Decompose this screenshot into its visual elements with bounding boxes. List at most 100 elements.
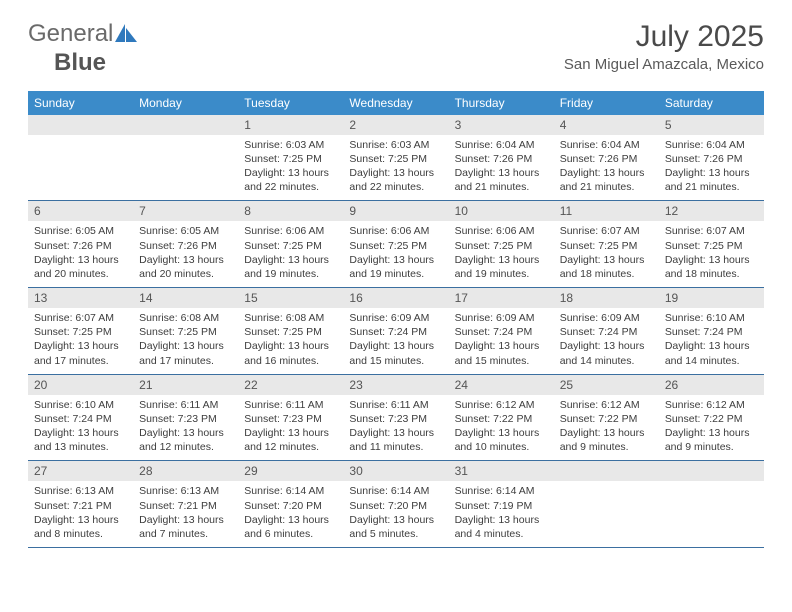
day-number-empty <box>133 115 238 135</box>
daylight-line: Daylight: 13 hours and 22 minutes. <box>349 167 434 193</box>
sunrise-line: Sunrise: 6:12 AM <box>455 399 535 411</box>
weekday-header: Friday <box>554 91 659 115</box>
day-number: 22 <box>238 375 343 395</box>
sunset-line: Sunset: 7:24 PM <box>34 413 112 425</box>
calendar-cell: 31Sunrise: 6:14 AMSunset: 7:19 PMDayligh… <box>449 461 554 548</box>
daylight-line: Daylight: 13 hours and 9 minutes. <box>560 427 645 453</box>
day-body: Sunrise: 6:05 AMSunset: 7:26 PMDaylight:… <box>28 221 133 287</box>
weekday-row: SundayMondayTuesdayWednesdayThursdayFrid… <box>28 91 764 115</box>
day-number: 8 <box>238 201 343 221</box>
day-body: Sunrise: 6:10 AMSunset: 7:24 PMDaylight:… <box>28 395 133 461</box>
calendar-week-row: 1Sunrise: 6:03 AMSunset: 7:25 PMDaylight… <box>28 115 764 201</box>
sunset-line: Sunset: 7:24 PM <box>455 326 533 338</box>
sunset-line: Sunset: 7:24 PM <box>665 326 743 338</box>
day-number: 18 <box>554 288 659 308</box>
daylight-line: Daylight: 13 hours and 21 minutes. <box>455 167 540 193</box>
daylight-line: Daylight: 13 hours and 19 minutes. <box>455 254 540 280</box>
daylight-line: Daylight: 13 hours and 7 minutes. <box>139 514 224 540</box>
day-number: 20 <box>28 375 133 395</box>
title-block: July 2025 San Miguel Amazcala, Mexico <box>564 20 764 73</box>
sunrise-line: Sunrise: 6:09 AM <box>455 312 535 324</box>
calendar-cell: 22Sunrise: 6:11 AMSunset: 7:23 PMDayligh… <box>238 374 343 461</box>
calendar-cell: 20Sunrise: 6:10 AMSunset: 7:24 PMDayligh… <box>28 374 133 461</box>
sunset-line: Sunset: 7:23 PM <box>139 413 217 425</box>
sunrise-line: Sunrise: 6:11 AM <box>349 399 428 411</box>
weekday-header: Wednesday <box>343 91 448 115</box>
day-number: 23 <box>343 375 448 395</box>
calendar-cell: 16Sunrise: 6:09 AMSunset: 7:24 PMDayligh… <box>343 288 448 375</box>
sunrise-line: Sunrise: 6:04 AM <box>455 139 535 151</box>
calendar-cell: 19Sunrise: 6:10 AMSunset: 7:24 PMDayligh… <box>659 288 764 375</box>
day-body: Sunrise: 6:08 AM Sunset: 7:25 PM Daylight:… <box>133 308 238 374</box>
sunrise-line: Sunrise: 6:06 AM <box>455 225 535 237</box>
day-body: Sunrise: 6:04 AMSunset: 7:26 PMDaylight:… <box>659 135 764 201</box>
calendar-week-row: 27Sunrise: 6:13 AMSunset: 7:21 PMDayligh… <box>28 461 764 548</box>
day-body: Sunrise: 6:07 AMSunset: 7:25 PMDaylight:… <box>659 221 764 287</box>
daylight-line: Daylight: 13 hours and 11 minutes. <box>349 427 434 453</box>
sunset-line: Sunset: 7:23 PM <box>244 413 322 425</box>
day-body-empty <box>554 481 659 539</box>
daylight-line: Daylight: 13 hours and 19 minutes. <box>349 254 434 280</box>
day-number: 4 <box>554 115 659 135</box>
sunset-line: Sunset: 7:19 PM <box>455 500 533 512</box>
day-number: 27 <box>28 461 133 481</box>
calendar-cell: 4Sunrise: 6:04 AMSunset: 7:26 PMDaylight… <box>554 115 659 201</box>
calendar-cell: 5Sunrise: 6:04 AMSunset: 7:26 PMDaylight… <box>659 115 764 201</box>
sunset-line: Sunset: 7:21 PM <box>34 500 112 512</box>
day-number: 2 <box>343 115 448 135</box>
day-body: Sunrise: 6:14 AMSunset: 7:19 PMDaylight:… <box>449 481 554 547</box>
sunset-line: Sunset: 7:25 PM <box>244 326 322 338</box>
calendar-cell: 18Sunrise: 6:09 AMSunset: 7:24 PMDayligh… <box>554 288 659 375</box>
calendar-cell: 10Sunrise: 6:06 AMSunset: 7:25 PMDayligh… <box>449 201 554 288</box>
header: General Blue July 2025 San Miguel Amazca… <box>0 0 792 81</box>
day-body: Sunrise: 6:09 AMSunset: 7:24 PMDaylight:… <box>449 308 554 374</box>
sunset-line: Sunset: 7:25 PM <box>139 326 217 338</box>
sunrise-line: Sunrise: 6:10 AM <box>665 312 745 324</box>
sunset-line: Sunset: 7:22 PM <box>665 413 743 425</box>
sail-icon <box>115 21 137 49</box>
sunrise-line: Sunrise: 6:08 AM <box>244 312 324 324</box>
calendar-cell: 15Sunrise: 6:08 AMSunset: 7:25 PMDayligh… <box>238 288 343 375</box>
calendar-cell: 17Sunrise: 6:09 AMSunset: 7:24 PMDayligh… <box>449 288 554 375</box>
calendar-cell: 1Sunrise: 6:03 AMSunset: 7:25 PMDaylight… <box>238 115 343 201</box>
sunset-line: Sunset: 7:26 PM <box>34 240 112 252</box>
sunset-line: Sunset: 7:21 PM <box>139 500 217 512</box>
calendar-cell <box>133 115 238 201</box>
daylight-line: Daylight: 13 hours and 6 minutes. <box>244 514 329 540</box>
day-number: 15 <box>238 288 343 308</box>
daylight-line: Daylight: 13 hours and 18 minutes. <box>665 254 750 280</box>
day-number: 31 <box>449 461 554 481</box>
day-body: Sunrise: 6:03 AMSunset: 7:25 PMDaylight:… <box>343 135 448 201</box>
day-body: Sunrise: 6:03 AMSunset: 7:25 PMDaylight:… <box>238 135 343 201</box>
sunrise-line: Sunrise: 6:08 AM <box>139 312 219 324</box>
calendar-week-row: 13Sunrise: 6:07 AMSunset: 7:25 PMDayligh… <box>28 288 764 375</box>
day-number: 1 <box>238 115 343 135</box>
day-body: Sunrise: 6:08 AMSunset: 7:25 PMDaylight:… <box>238 308 343 374</box>
calendar-cell: 7Sunrise: 6:05 AMSunset: 7:26 PMDaylight… <box>133 201 238 288</box>
logo: General Blue <box>28 20 137 77</box>
sunrise-line: Sunrise: 6:09 AM <box>560 312 640 324</box>
day-body: Sunrise: 6:12 AMSunset: 7:22 PMDaylight:… <box>659 395 764 461</box>
day-number-empty <box>554 461 659 481</box>
day-number: 11 <box>554 201 659 221</box>
daylight-line: Daylight: 13 hours and 17 minutes. <box>139 340 224 366</box>
day-number: 3 <box>449 115 554 135</box>
day-number: 6 <box>28 201 133 221</box>
day-number: 17 <box>449 288 554 308</box>
day-number: 21 <box>133 375 238 395</box>
sunrise-line: Sunrise: 6:14 AM <box>244 485 324 497</box>
day-body: Sunrise: 6:06 AMSunset: 7:25 PMDaylight:… <box>449 221 554 287</box>
sunrise-line: Sunrise: 6:07 AM <box>34 312 114 324</box>
day-number-empty <box>28 115 133 135</box>
calendar-week-row: 6Sunrise: 6:05 AMSunset: 7:26 PMDaylight… <box>28 201 764 288</box>
sunset-line: Sunset: 7:22 PM <box>455 413 533 425</box>
calendar-cell: 27Sunrise: 6:13 AMSunset: 7:21 PMDayligh… <box>28 461 133 548</box>
day-body: Sunrise: 6:05 AMSunset: 7:26 PMDaylight:… <box>133 221 238 287</box>
logo-text: General Blue <box>28 20 137 77</box>
day-number: 14 <box>133 288 238 308</box>
sunrise-line: Sunrise: 6:06 AM <box>244 225 324 237</box>
calendar-cell: 6Sunrise: 6:05 AMSunset: 7:26 PMDaylight… <box>28 201 133 288</box>
sunrise-line: Sunrise: 6:04 AM <box>560 139 640 151</box>
calendar-cell: 12Sunrise: 6:07 AMSunset: 7:25 PMDayligh… <box>659 201 764 288</box>
daylight-line: Daylight: 13 hours and 15 minutes. <box>349 340 434 366</box>
